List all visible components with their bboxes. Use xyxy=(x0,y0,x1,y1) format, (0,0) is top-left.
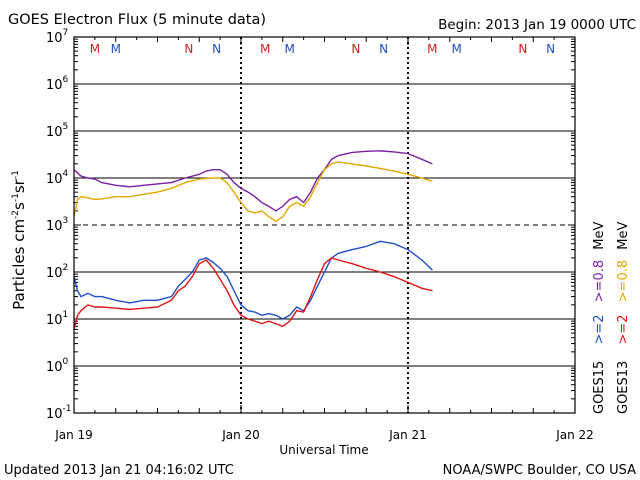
x-tick-label: Jan 20 xyxy=(221,428,260,442)
y-tick-label: 104 xyxy=(46,169,69,187)
event-marker: N xyxy=(379,42,388,56)
credit: NOAA/SWPC Boulder, CO USA xyxy=(443,463,636,478)
event-marker: M xyxy=(427,42,437,56)
updated-time: Updated 2013 Jan 21 04:16:02 UTC xyxy=(4,463,234,478)
legend-goes13: GOES13 >=2 >=0.8 MeV xyxy=(616,222,631,414)
event-marker: M xyxy=(285,42,295,56)
event-marker: N xyxy=(212,42,221,56)
x-tick-labels: Jan 19 Jan 20 Jan 21 Jan 22 xyxy=(54,428,594,442)
y-tick-label: 102 xyxy=(46,263,68,281)
legend-goes15-unit: MeV xyxy=(592,222,607,250)
series-line-1 xyxy=(73,161,433,222)
x-tick-label: Jan 21 xyxy=(388,428,427,442)
y-tick-label: 101 xyxy=(46,310,68,328)
y-tick-label: 107 xyxy=(46,28,68,46)
series-line-3 xyxy=(73,257,433,330)
event-marker: M xyxy=(260,42,270,56)
y-tick-label: 10-1 xyxy=(46,404,72,422)
legend-goes15-label: GOES15 xyxy=(592,361,607,414)
begin-time: Begin: 2013 Jan 19 0000 UTC xyxy=(438,17,636,33)
legend-goes13-2mev: >=2 xyxy=(616,314,631,344)
legend-goes15-08mev: >=0.8 xyxy=(592,260,607,302)
grid-lines xyxy=(73,37,576,414)
y-tick-label: 103 xyxy=(46,216,68,234)
x-axis-label: Universal Time xyxy=(279,443,368,457)
event-marker: N xyxy=(518,42,527,56)
legend-goes13-08mev: >=0.8 xyxy=(616,260,631,302)
event-marker: M xyxy=(90,42,100,56)
legend-goes15: GOES15 >=2 >=0.8 MeV xyxy=(592,222,607,414)
y-tick-label: 106 xyxy=(46,75,69,93)
plot-frame xyxy=(73,36,576,414)
x-tick-label: Jan 22 xyxy=(555,428,594,442)
y-tick-label: 105 xyxy=(46,122,68,140)
legend-goes13-unit: MeV xyxy=(616,222,631,250)
y-tick-labels: 10-1 100 101 102 103 104 105 106 107 xyxy=(46,28,72,422)
event-marker: M xyxy=(111,42,121,56)
series-line-2 xyxy=(73,240,433,320)
event-marker: N xyxy=(184,42,193,56)
series-line-0 xyxy=(73,150,433,212)
legend-goes15-2mev: >=2 xyxy=(592,314,607,344)
event-marker: M xyxy=(452,42,462,56)
legend-goes13-label: GOES13 xyxy=(616,361,631,414)
event-marker: N xyxy=(546,42,555,56)
series-lines xyxy=(73,150,433,330)
y-tick-label: 100 xyxy=(46,357,69,375)
y-axis-label: Particles cm-2s-1sr-1 xyxy=(10,170,28,310)
x-tick-label: Jan 19 xyxy=(54,428,93,442)
event-marker: N xyxy=(351,42,360,56)
chart-title: GOES Electron Flux (5 minute data) xyxy=(8,12,266,28)
